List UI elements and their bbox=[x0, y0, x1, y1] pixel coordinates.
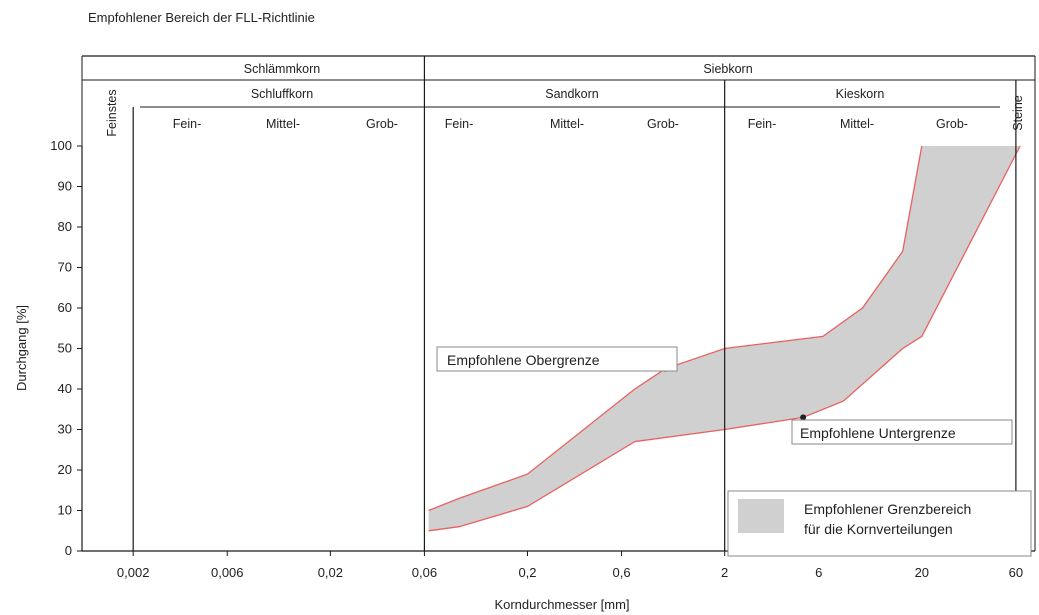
y-tick-label: 100 bbox=[50, 138, 72, 153]
legend-label-line2: für die Kornverteilungen bbox=[804, 521, 953, 537]
y-tick-label: 30 bbox=[58, 422, 72, 437]
y-tick-label: 90 bbox=[58, 179, 72, 194]
band-area bbox=[428, 146, 1021, 531]
y-tick-label: 20 bbox=[58, 462, 72, 477]
y-tick-label: 60 bbox=[58, 300, 72, 315]
x-tick-label: 60 bbox=[1009, 565, 1023, 580]
header-kieskorn: Kieskorn bbox=[836, 87, 885, 101]
x-tick-label: 0,6 bbox=[613, 565, 631, 580]
sub-grob-kies: Grob- bbox=[936, 117, 968, 131]
header-feinstes: Feinstes bbox=[105, 89, 119, 136]
header-schluffkorn: Schluffkorn bbox=[251, 87, 313, 101]
x-tick-label: 20 bbox=[915, 565, 929, 580]
chart-title: Empfohlener Bereich der FLL-Richtlinie bbox=[88, 10, 315, 25]
plot-area: 0 10 20 30 40 50 60 70 80 90 100 0,002 0,006 0,02 0,06… bbox=[50, 56, 1036, 580]
x-tick-label: 0,2 bbox=[518, 565, 536, 580]
y-tick-label: 10 bbox=[58, 503, 72, 518]
header-siebkorn: Siebkorn bbox=[703, 62, 752, 76]
x-tick-label: 0,002 bbox=[117, 565, 150, 580]
obergrenze-label: Empfohlene Obergrenze bbox=[447, 352, 600, 368]
x-tick-label: 0,02 bbox=[318, 565, 343, 580]
annotation-obergrenze: Empfohlene Obergrenze bbox=[436, 346, 678, 372]
x-tick-label: 2 bbox=[721, 565, 728, 580]
y-tick-label: 40 bbox=[58, 381, 72, 396]
sub-mittel-sand: Mittel- bbox=[550, 117, 584, 131]
y-tick-label: 50 bbox=[58, 341, 72, 356]
x-tick-label: 0,06 bbox=[412, 565, 437, 580]
sub-fein-schluff: Fein- bbox=[173, 117, 201, 131]
sub-fein-sand: Fein- bbox=[445, 117, 473, 131]
header-sandkorn: Sandkorn bbox=[545, 87, 599, 101]
lower-boundary-line bbox=[428, 145, 1021, 532]
header-steine: Steine bbox=[1011, 95, 1025, 130]
sub-fein-kies: Fein- bbox=[748, 117, 776, 131]
y-tick-label: 80 bbox=[58, 219, 72, 234]
untergrenze-marker bbox=[800, 414, 807, 421]
legend-swatch bbox=[738, 499, 784, 533]
sub-grob-schluff: Grob- bbox=[366, 117, 398, 131]
upper-boundary-line bbox=[428, 145, 923, 512]
legend-label-line1: Empfohlener Grenzbereich bbox=[804, 501, 971, 517]
x-tick-label: 6 bbox=[815, 565, 822, 580]
x-tick-label: 0,006 bbox=[211, 565, 244, 580]
grain-header: Schlämmkorn Siebkorn Schluffkorn Sandkor… bbox=[81, 55, 1036, 146]
y-axis-title: Durchgang [%] bbox=[14, 305, 29, 391]
y-tick-label: 70 bbox=[58, 260, 72, 275]
legend: Empfohlener Grenzbereich für die Kornver… bbox=[727, 490, 1032, 557]
untergrenze-label: Empfohlene Untergrenze bbox=[800, 425, 956, 441]
y-tick-label: 0 bbox=[65, 543, 72, 558]
sub-mittel-kies: Mittel- bbox=[840, 117, 874, 131]
x-axis-title: Korndurchmesser [mm] bbox=[494, 597, 629, 612]
sub-grob-sand: Grob- bbox=[647, 117, 679, 131]
header-schlaemmkorn: Schlämmkorn bbox=[244, 62, 320, 76]
sub-mittel-schluff: Mittel- bbox=[266, 117, 300, 131]
annotation-untergrenze: Empfohlene Untergrenze bbox=[791, 419, 1013, 445]
